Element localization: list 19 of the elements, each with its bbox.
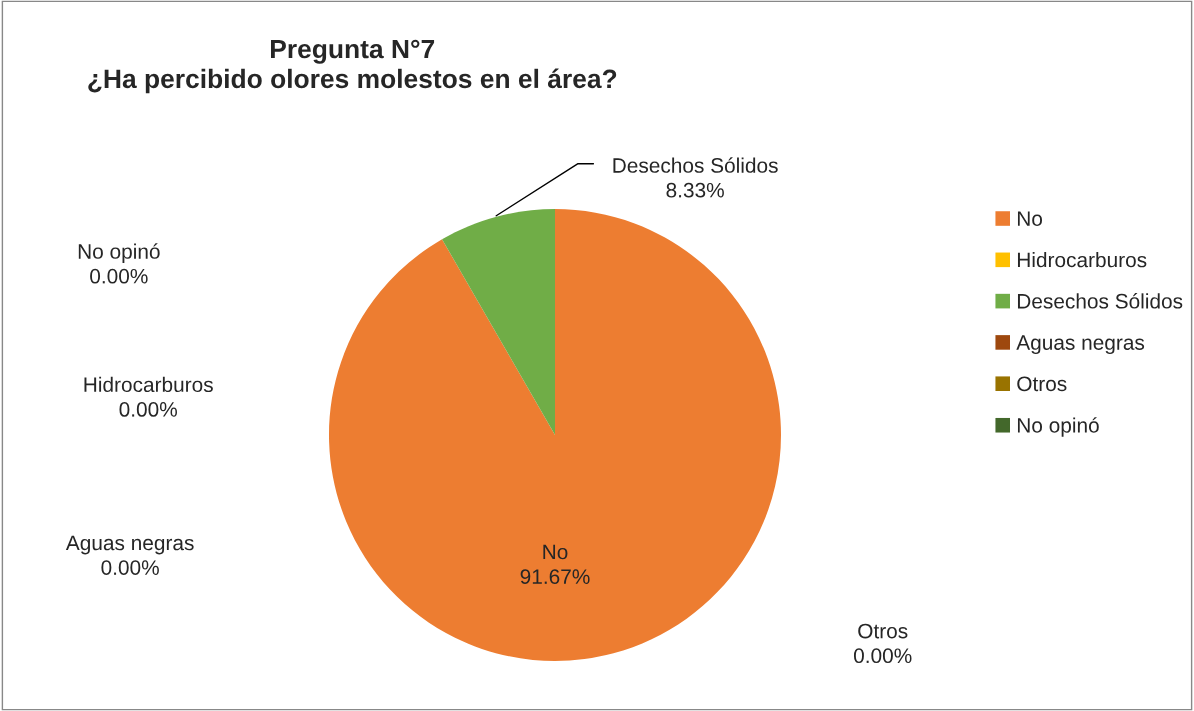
text: 0.00% (853, 648, 912, 664)
legend-label: Otros (1017, 376, 1067, 392)
legend-label: Hidrocarburos (1017, 252, 1147, 268)
text: 0.00% (90, 268, 148, 284)
text: 0.00% (101, 560, 159, 575)
legend-label: Aguas negras (1016, 335, 1145, 355)
legend-label: No (1017, 211, 1043, 227)
category-label: No opinó (78, 243, 160, 263)
data-label: 8.33% (666, 182, 724, 198)
slice-label: Desechos Sólidos (613, 157, 778, 173)
text: 0.00% (119, 402, 177, 417)
legend-label: No opinó (1017, 417, 1099, 437)
legend-label: Desechos Sólidos (1017, 293, 1183, 309)
data-label: 91.67% (520, 569, 590, 585)
category-label: Otros (858, 623, 908, 639)
category-label: Hidrocarburos (84, 376, 213, 393)
slice-label: No (543, 544, 568, 560)
category-label: Aguas negras (65, 535, 194, 555)
chart-title: Pregunta N°7 ¿Ha percibido olores molestos en el área? (88, 39, 617, 94)
